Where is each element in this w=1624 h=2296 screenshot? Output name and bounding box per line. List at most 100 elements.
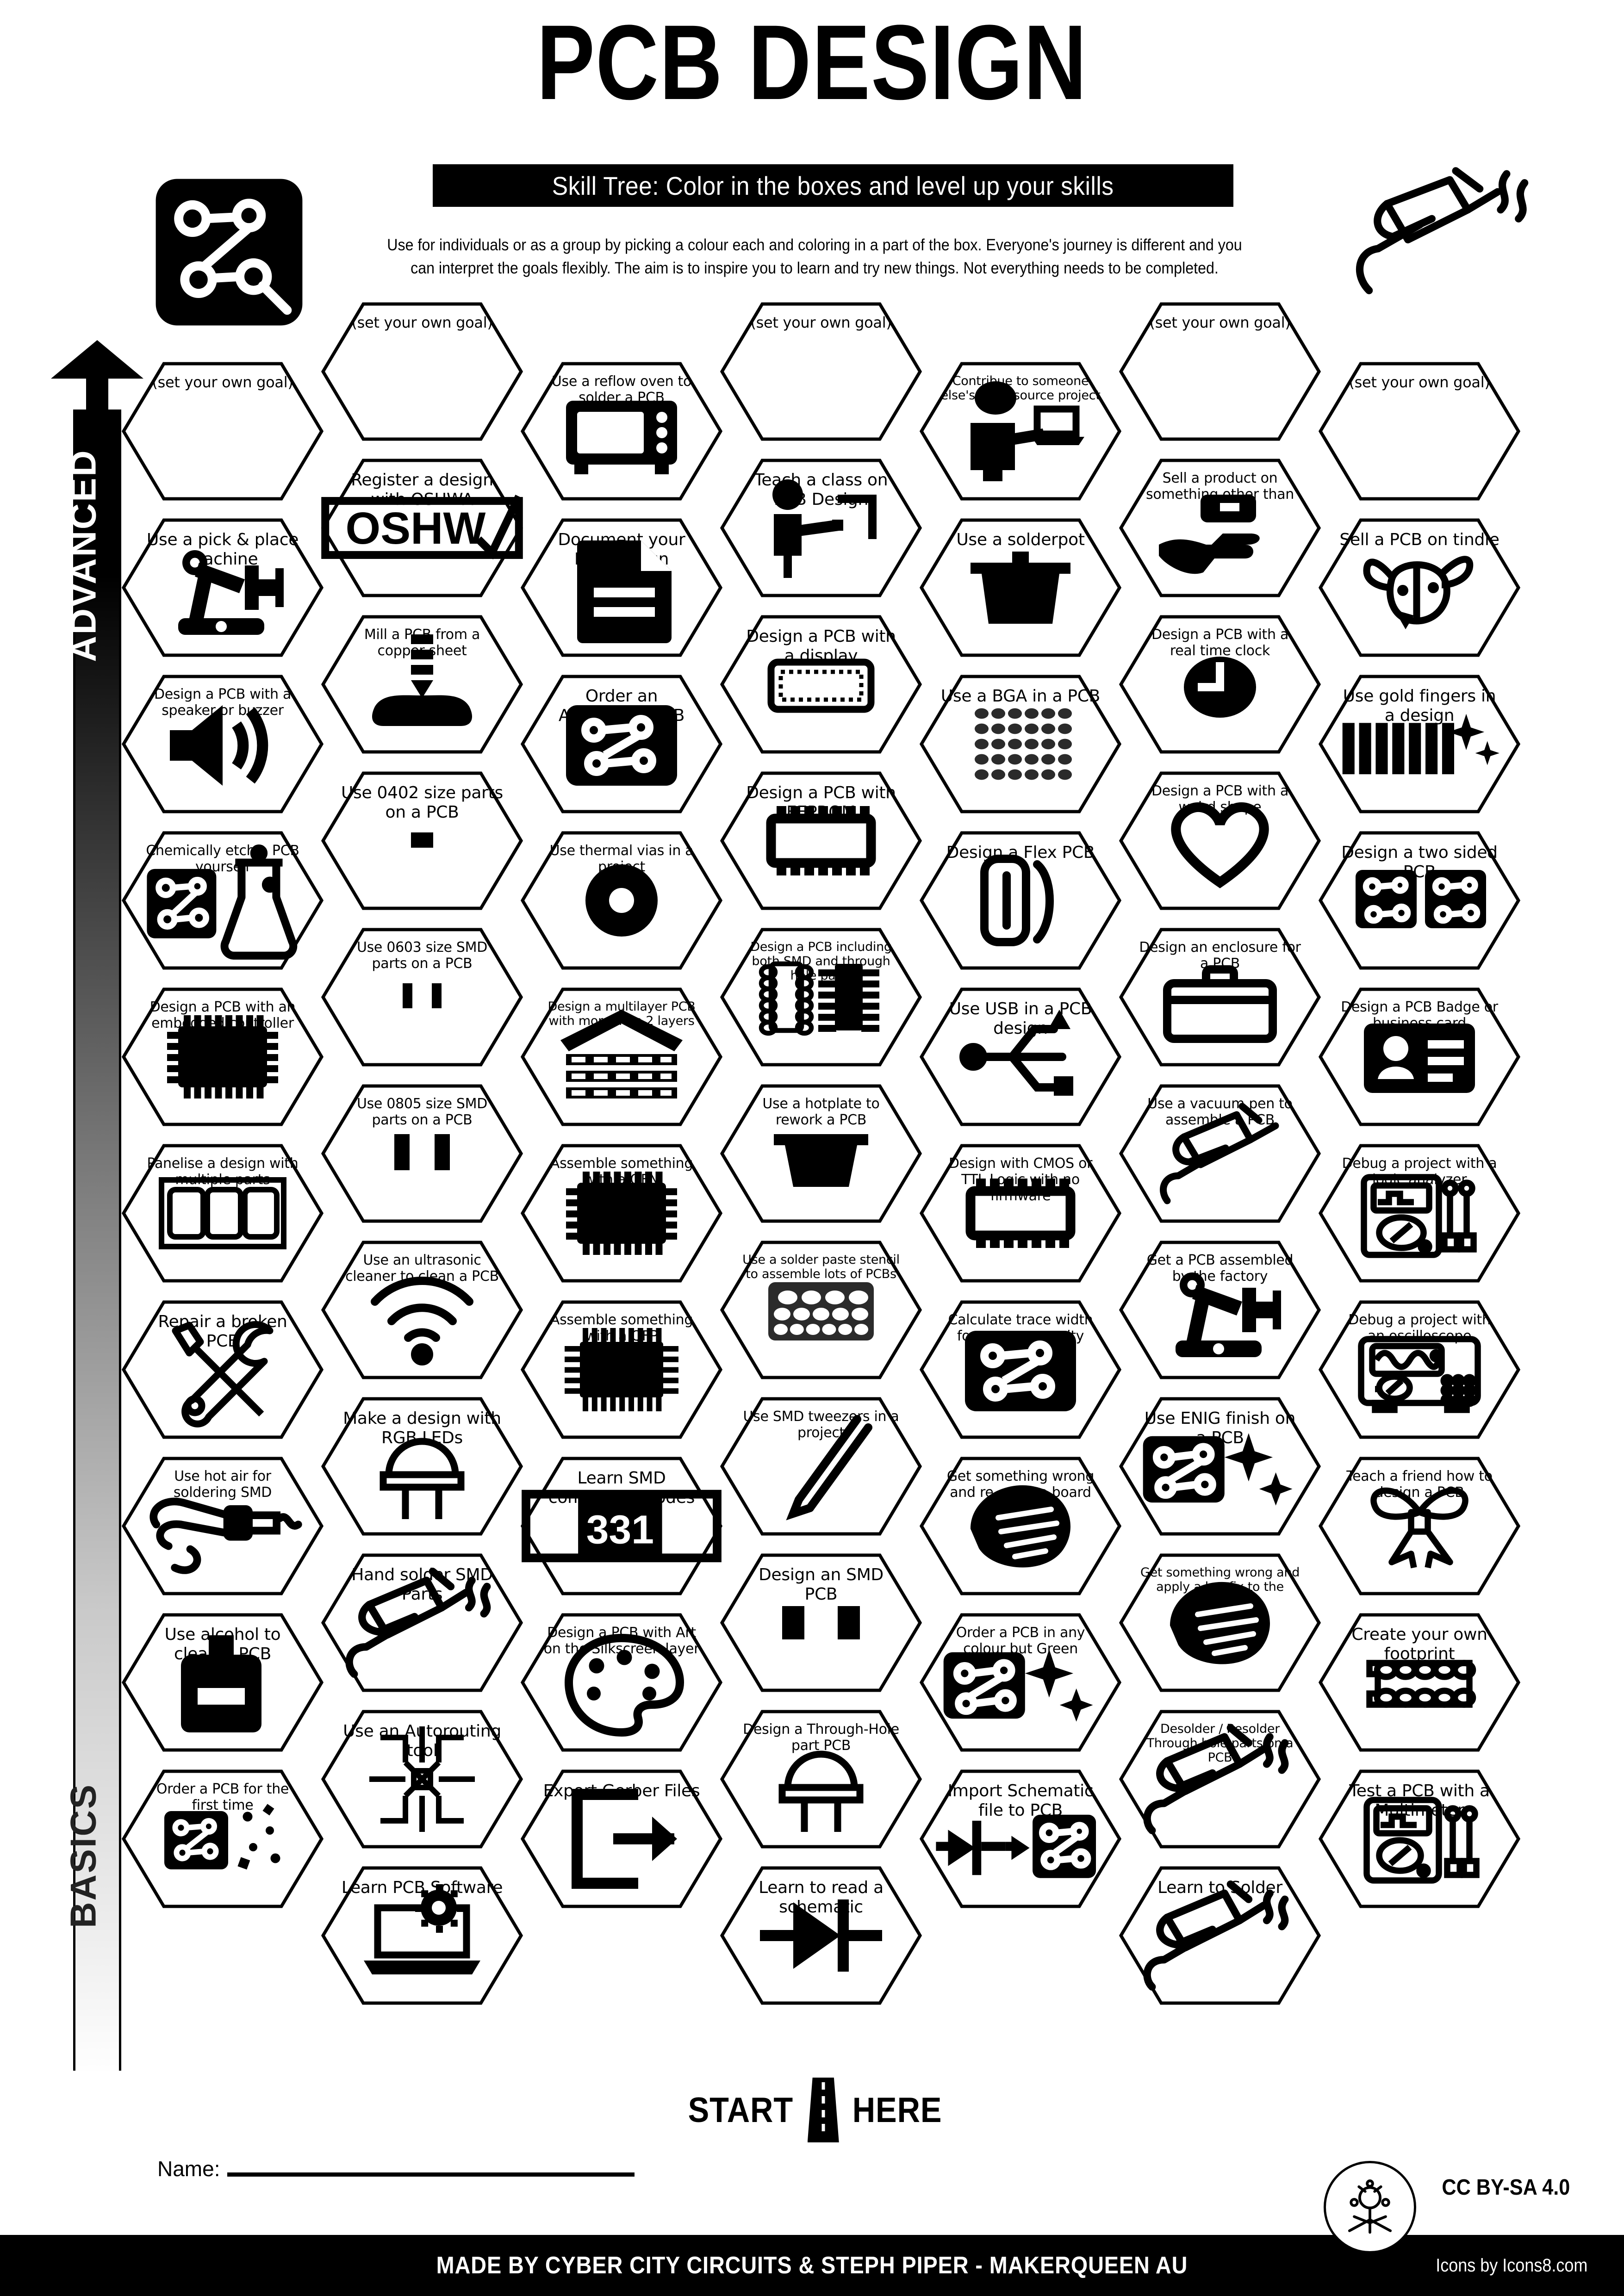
skill-hex-c7-r6[interactable]: Debug a project with a logic analyzer (1318, 1144, 1521, 1283)
skill-hex-c1-r10[interactable]: Order a PCB for the first time (121, 1769, 324, 1908)
footer-icons-credit: Icons by Icons8.com (1436, 2255, 1588, 2276)
skill-hex-label: Design a PCB with a real time clock (1151, 627, 1289, 659)
skill-hex-c4-r8[interactable]: Use SMD tweezers in a project (720, 1397, 922, 1536)
skill-hex-c5-r1[interactable]: Contribue to someone else's open source … (919, 362, 1122, 501)
skill-hex-c5-r6[interactable]: Design with CMOS or TTL Logic with no fi… (919, 1144, 1122, 1283)
intro-blurb: Use for individuals or as a group by pic… (387, 236, 1242, 277)
skill-hex-c2-r11[interactable]: Learn PCB Software (321, 1866, 523, 2005)
skill-hex-c6-r1[interactable]: (set your own goal) (1119, 302, 1321, 441)
skill-hex-c2-r2[interactable]: Register a design with OSHWA OSHW (321, 459, 523, 597)
skill-hex-c2-r9[interactable]: Hand solder SMD Parts (321, 1553, 523, 1692)
skill-hex-c6-r2[interactable]: Sell a product on something other than t… (1119, 459, 1321, 597)
skill-hex-c2-r3[interactable]: Mill a PCB from a copper sheet (321, 615, 523, 754)
skill-hex-c4-r1[interactable]: (set your own goal) (720, 302, 922, 441)
skill-hex-c5-r5[interactable]: Use USB in a PCB design (919, 987, 1122, 1126)
skill-hex-c4-r6[interactable]: Use a hotplate to rework a PCB (720, 1084, 922, 1223)
skill-hex-label: Use 0402 size parts on a PCB (341, 783, 503, 822)
skill-hex-c7-r8[interactable]: Teach a friend how to design a PCB (1318, 1457, 1521, 1595)
skill-hex-label: Learn to read a schematic (759, 1878, 884, 1917)
difficulty-axis: ADVANCED BASICS (51, 340, 143, 2071)
skill-hex-c2-r4[interactable]: Use 0402 size parts on a PCB (321, 771, 523, 910)
skill-hex-c6-r3[interactable]: Design a PCB with a real time clock (1119, 615, 1321, 754)
skill-hex-c7-r1[interactable]: (set your own goal) (1318, 362, 1521, 501)
skill-hex-label: Contribue to someone else's open source … (940, 374, 1101, 403)
skill-hex-label: Sell a PCB on tindie (1339, 530, 1500, 549)
skill-hex-c6-r7[interactable]: Get a PCB assembled by the factory (1119, 1241, 1321, 1379)
skill-hex-label: Order a PCB in any colour but Green (956, 1625, 1085, 1657)
skill-hex-c2-r8[interactable]: Make a design with RGB LEDs (321, 1397, 523, 1536)
skill-hex-c4-r3[interactable]: Design a PCB with a display (720, 615, 922, 754)
skill-hex-c5-r10[interactable]: Import Schematic file to PCB (919, 1769, 1122, 1908)
cyber-city-circuits-badge (1324, 2161, 1416, 2253)
skill-hex-c3-r3[interactable]: Order an Aluminium PCB (520, 675, 723, 813)
skill-hex-c5-r9[interactable]: Order a PCB in any colour but Green (919, 1613, 1122, 1752)
skill-hex-c4-r11[interactable]: Learn to read a schematic (720, 1866, 922, 2005)
skill-hex-c2-r10[interactable]: Use an Autorouting tool (321, 1710, 523, 1849)
skill-hex-c1-r9[interactable]: Use alcohol to clean a PCB (121, 1613, 324, 1752)
skill-hex-label: Use a hotplate to rework a PCB (762, 1096, 880, 1128)
skill-hex-c4-r5[interactable]: Design a PCB including both SMD and thro… (720, 928, 922, 1067)
axis-gradient-bar (73, 410, 121, 2071)
subtitle-text: Skill Tree: Color in the boxes and level… (552, 171, 1114, 200)
name-field[interactable]: Name: (157, 2156, 635, 2181)
skill-hex-label: Use a BGA in a PCB (940, 687, 1101, 706)
skill-hex-c2-r5[interactable]: Use 0603 size SMD parts on a PCB (321, 928, 523, 1067)
skill-hex-c1-r4[interactable]: Chemically etch a PCB yourself (121, 831, 324, 970)
skill-hex-c1-r2[interactable]: Use a pick & place machine (121, 518, 324, 657)
here-word: HERE (852, 2090, 942, 2130)
skill-hex-c6-r5[interactable]: Design an enclosure for a PCB (1119, 928, 1321, 1067)
skill-hex-c6-r9[interactable]: Get something wrong and apply a hot fix … (1119, 1553, 1321, 1692)
skill-hex-c2-r7[interactable]: Use an ultrasonic cleaner to clean a PCB (321, 1241, 523, 1379)
skill-hex-label: Design a Through-Hole part PCB (743, 1721, 899, 1754)
skill-hex-c7-r10[interactable]: Test a PCB with a Multimeter (1318, 1769, 1521, 1908)
skill-hex-c7-r3[interactable]: Use gold fingers in a design (1318, 675, 1521, 813)
pcb-circuit-icon (153, 176, 305, 329)
skill-hex-c6-r6[interactable]: Use a vacuum pen to assemble a PCB (1119, 1084, 1321, 1223)
skill-hex-c4-r4[interactable]: Design a PCB with EEPROM (720, 771, 922, 910)
skill-hex-c7-r7[interactable]: Debug a project with an oscilloscope (1318, 1300, 1521, 1439)
skill-hex-c3-r4[interactable]: Use thermal vias in a project (520, 831, 723, 970)
skill-hex-c4-r2[interactable]: Teach a class on PCB Design (720, 459, 922, 597)
skill-hex-c2-r6[interactable]: Use 0805 size SMD parts on a PCB (321, 1084, 523, 1223)
skill-hex-label: Design a PCB with a speaker or buzzer (154, 686, 292, 719)
skill-hex-c1-r1[interactable]: (set your own goal) (121, 362, 324, 501)
skill-hex-label: Use 0805 size SMD parts on a PCB (356, 1096, 488, 1128)
skill-hex-c6-r10[interactable]: Desolder / Resolder Through hole parts o… (1119, 1710, 1321, 1849)
skill-hex-c5-r2[interactable]: Use a solderpot (919, 518, 1122, 657)
skill-hex-c1-r8[interactable]: Use hot air for soldering SMD (121, 1457, 324, 1595)
skill-hex-c5-r3[interactable]: Use a BGA in a PCB (919, 675, 1122, 813)
skill-hex-c1-r6[interactable]: Panelise a design with multiple parts (121, 1144, 324, 1283)
skill-hex-c7-r5[interactable]: Design a PCB Badge or business card (1318, 987, 1521, 1126)
skill-hex-c5-r4[interactable]: Design a Flex PCB (919, 831, 1122, 970)
skill-hex-c3-r6[interactable]: Assemble something with a QFN (520, 1144, 723, 1283)
skill-hex-c3-r9[interactable]: Design a PCB with Art on the Silkscreen … (520, 1613, 723, 1752)
skill-hex-label: (set your own goal) (750, 314, 892, 331)
skill-hex-label: Use a solder paste stencil to assemble l… (742, 1253, 900, 1282)
skill-hex-c2-r1[interactable]: (set your own goal) (321, 302, 523, 441)
skill-hex-c6-r4[interactable]: Design a PCB with a weird shape (1119, 771, 1321, 910)
skill-hex-c1-r5[interactable]: Design a PCB with an embedded controller (121, 987, 324, 1126)
skill-hex-c1-r3[interactable]: Design a PCB with a speaker or buzzer (121, 675, 324, 813)
skill-hex-c3-r10[interactable]: Export Gerber Files (520, 1769, 723, 1908)
skill-hex-c3-r5[interactable]: Design a multilayer PCB with more than 2… (520, 987, 723, 1126)
skill-hex-c6-r8[interactable]: Use ENIG finish on a PCB (1119, 1397, 1321, 1536)
skill-hex-c5-r8[interactable]: Get something wrong and re-order a board (919, 1457, 1122, 1595)
skill-hex-c7-r9[interactable]: Create your own footprint (1318, 1613, 1521, 1752)
skill-hex-c1-r7[interactable]: Repair a broken PCB (121, 1300, 324, 1439)
license-text: CC BY-SA 4.0 (1442, 2175, 1570, 2200)
skill-hex-c4-r9[interactable]: Design an SMD PCB (720, 1553, 922, 1692)
skill-hex-c4-r10[interactable]: Design a Through-Hole part PCB (720, 1710, 922, 1849)
svg-text:OSHW: OSHW (346, 503, 486, 553)
skill-hex-c6-r11[interactable]: Learn to Solder (1119, 1866, 1321, 2005)
skill-hex-c3-r2[interactable]: Document your PCB Design (520, 518, 723, 657)
skill-hex-c4-r7[interactable]: Use a solder paste stencil to assemble l… (720, 1241, 922, 1379)
skill-hex-c3-r1[interactable]: Use a reflow oven to solder a PCB (520, 362, 723, 501)
skill-hex-c7-r4[interactable]: Design a two sided PCB (1318, 831, 1521, 970)
road-icon (807, 2078, 839, 2142)
skill-hex-c3-r7[interactable]: Assemble something with a QFP (520, 1300, 723, 1439)
skill-hex-c7-r2[interactable]: Sell a PCB on tindie (1318, 518, 1521, 657)
svg-text:331: 331 (586, 1507, 654, 1552)
skill-hex-c5-r7[interactable]: Calculate trace width for power capacity (919, 1300, 1122, 1439)
name-input-rule[interactable] (227, 2172, 635, 2177)
